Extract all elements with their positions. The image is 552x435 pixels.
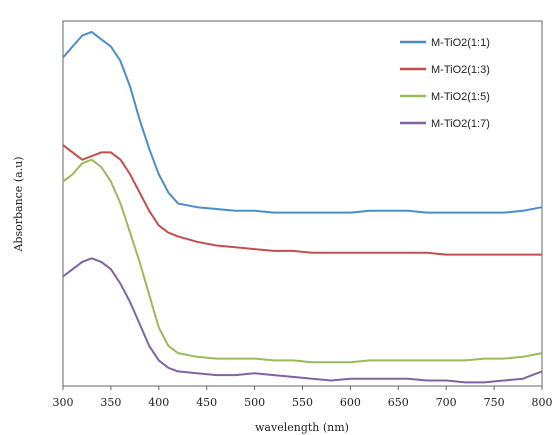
legend-label: M-TiO2(1:7) <box>431 118 490 130</box>
legend-label: M-TiO2(1:5) <box>431 91 490 103</box>
x-tick-label: 300 <box>53 396 74 409</box>
series-line-1 <box>62 30 543 214</box>
x-tick-label: 600 <box>340 396 361 409</box>
series-lines <box>62 30 543 384</box>
x-tick-label: 400 <box>148 396 169 409</box>
x-tick-label: 700 <box>436 396 457 409</box>
x-axis-label: wavelength (nm) <box>255 421 349 434</box>
legend-label: M-TiO2(1:3) <box>431 64 490 76</box>
series-line-4 <box>62 257 543 384</box>
x-axis-ticks: 300 350 400 450 500 550 600 650 700 750 800 <box>53 386 552 409</box>
legend-item: M-TiO2(1:1) <box>400 37 490 49</box>
x-tick-label: 350 <box>100 396 121 409</box>
x-tick-label: 750 <box>484 396 505 409</box>
legend-item: M-TiO2(1:7) <box>400 118 490 130</box>
series-line-3 <box>62 158 543 364</box>
x-tick-label: 450 <box>196 396 217 409</box>
x-tick-label: 800 <box>532 396 552 409</box>
x-tick-label: 500 <box>244 396 265 409</box>
y-axis-label: Absorbance (a.u) <box>12 156 25 252</box>
series-line-2 <box>62 144 542 256</box>
x-tick-label: 650 <box>388 396 409 409</box>
legend-label: M-TiO2(1:1) <box>431 37 490 49</box>
legend: M-TiO2(1:1) M-TiO2(1:3) M-TiO2(1:5) M-TiO2(… <box>400 37 490 130</box>
legend-item: M-TiO2(1:3) <box>400 64 490 76</box>
legend-item: M-TiO2(1:5) <box>400 91 490 103</box>
x-tick-label: 550 <box>292 396 313 409</box>
